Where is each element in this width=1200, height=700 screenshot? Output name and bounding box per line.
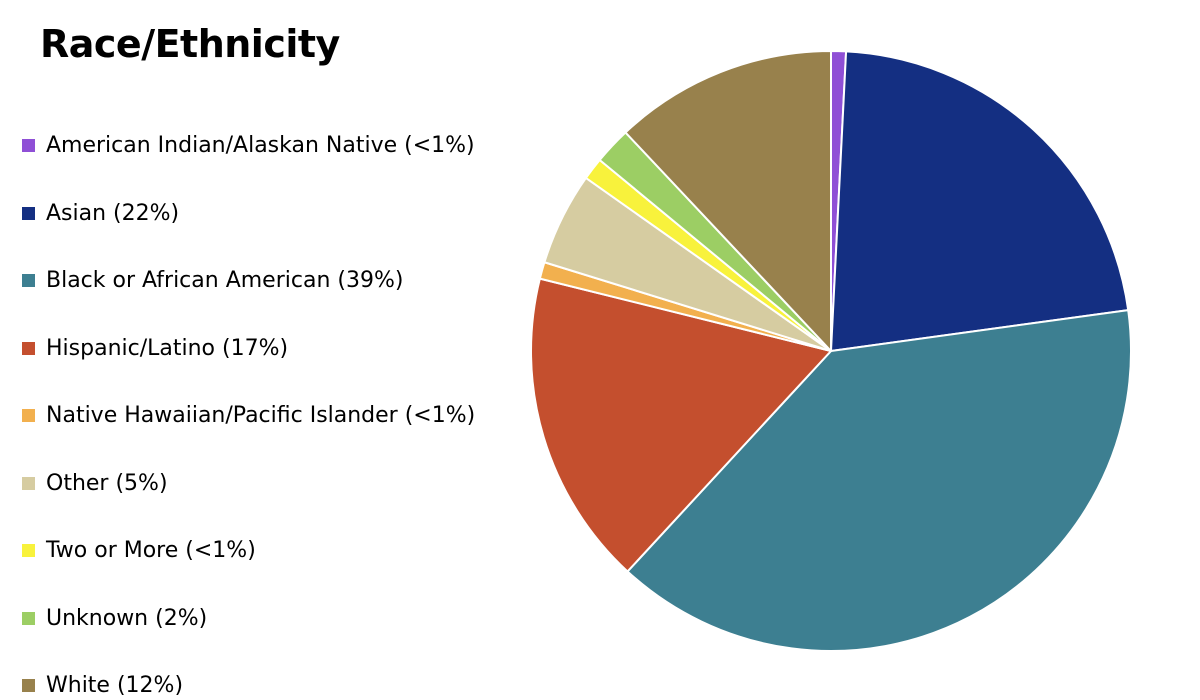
legend-item-two-or-more: Two or More (<1%)	[22, 517, 475, 585]
legend-label-asian: Asian (22%)	[46, 200, 180, 226]
legend-label-black: Black or African American (39%)	[46, 268, 404, 294]
legend-swatch-native-hawaiian	[22, 409, 35, 423]
legend-label-hispanic: Hispanic/Latino (17%)	[46, 335, 289, 361]
legend-label-two-or-more: Two or More (<1%)	[46, 538, 256, 564]
legend-item-black: Black or African American (39%)	[22, 247, 475, 315]
pie-slice-asian	[830, 50, 1130, 352]
legend-item-american-indian: American Indian/Alaskan Native (<1%)	[22, 112, 475, 180]
chart-legend: American Indian/Alaskan Native (<1%) Asi…	[22, 112, 475, 700]
legend-item-unknown: Unknown (2%)	[22, 585, 475, 653]
legend-swatch-two-or-more	[22, 544, 35, 558]
pie-slice-black	[626, 309, 1132, 652]
legend-item-native-hawaiian: Native Hawaiian/Pacific Islander (<1%)	[22, 382, 475, 450]
legend-label-american-indian: American Indian/Alaskan Native (<1%)	[46, 133, 475, 159]
pie-slice-hispanic	[530, 277, 832, 573]
legend-swatch-white	[22, 679, 35, 693]
legend-item-asian: Asian (22%)	[22, 180, 475, 248]
legend-item-white: White (12%)	[22, 652, 475, 700]
legend-label-other: Other (5%)	[46, 470, 168, 496]
legend-swatch-black	[22, 274, 35, 288]
legend-swatch-hispanic	[22, 341, 35, 355]
legend-swatch-other	[22, 476, 35, 490]
legend-swatch-asian	[22, 206, 35, 220]
legend-swatch-american-indian	[22, 139, 35, 153]
legend-swatch-unknown	[22, 611, 35, 625]
legend-label-unknown: Unknown (2%)	[46, 605, 208, 631]
legend-label-native-hawaiian: Native Hawaiian/Pacific Islander (<1%)	[46, 403, 476, 429]
chart-title: Race/Ethnicity	[40, 22, 340, 66]
legend-item-hispanic: Hispanic/Latino (17%)	[22, 315, 475, 383]
legend-label-white: White (12%)	[46, 673, 184, 699]
pie-slice-white	[624, 50, 832, 352]
legend-item-other: Other (5%)	[22, 450, 475, 518]
